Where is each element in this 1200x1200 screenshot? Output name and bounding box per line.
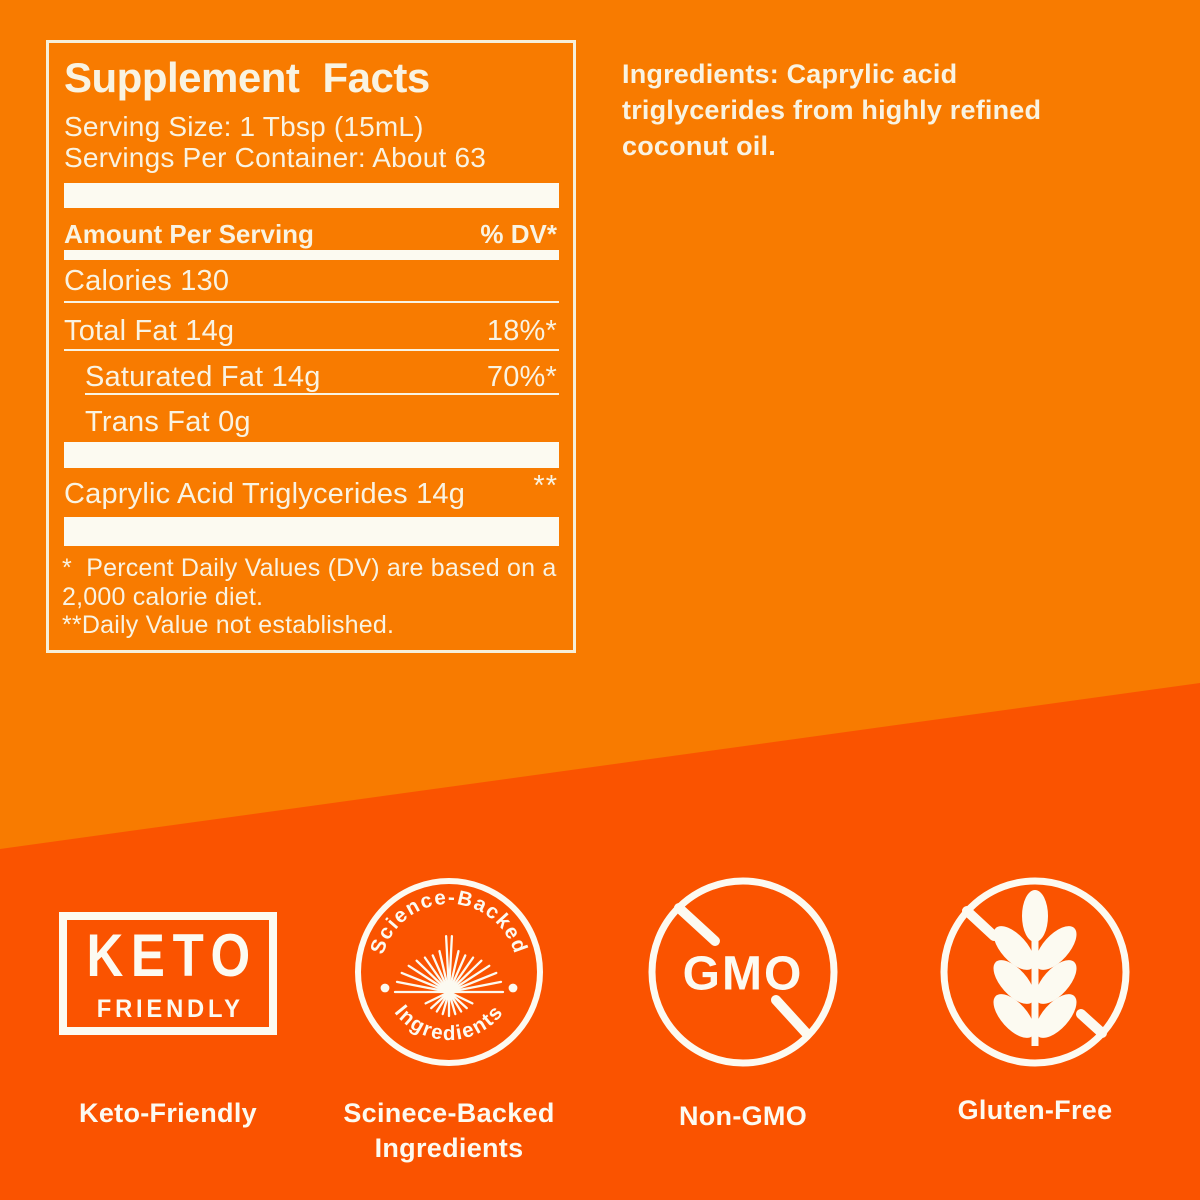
keto-badge-word2: FRIENDLY [96, 994, 244, 1023]
footnote-line: **Daily Value not established. [62, 611, 395, 639]
gluten-free-badge-icon [940, 877, 1130, 1067]
caprylic-label: Caprylic Acid Triglycerides 14g [64, 478, 466, 510]
calories-row: Calories 130 [64, 265, 557, 297]
badge-ring [940, 877, 1130, 1067]
footnotes: * Percent Daily Values (DV) are based on… [62, 554, 557, 640]
arc-dot-left [380, 983, 390, 993]
science-caption-line1: Scinece-Backed [343, 1098, 555, 1128]
non-gmo-caption: Non-GMO [678, 1101, 808, 1131]
wheat-icon [993, 890, 1077, 1046]
keto-friendly-badge: KETO FRIENDLY [59, 912, 277, 1035]
caprylic-daggers: ** [533, 470, 558, 502]
servings-per-container-text: Servings Per Container: About 63 [64, 142, 486, 173]
thin-rule [64, 349, 559, 351]
divider-bar-thick [64, 183, 559, 208]
caprylic-row: Caprylic Acid Triglycerides 14g [64, 478, 557, 510]
trans-fat-row: Trans Fat 0g [85, 406, 557, 438]
keto-badge-word: KETO [86, 921, 258, 989]
science-backed-badge-icon: Science-Backed Ingredients [355, 878, 543, 1066]
amount-per-serving-row: Amount Per Serving % DV* [64, 218, 557, 250]
total-fat-dv: 18%* [486, 315, 557, 347]
panel-title: Supplement Facts [64, 54, 430, 101]
total-fat-row: Total Fat 14g 18%* [64, 315, 557, 347]
trans-fat-label: Trans Fat 0g [85, 406, 251, 438]
divider-bar-thick [64, 517, 559, 546]
divider-bar-medium [64, 250, 559, 260]
badge-ring [648, 877, 838, 1067]
ingredients-text: Ingredients: Caprylic acid triglycerides… [622, 59, 1042, 161]
science-caption-line2: Ingredients [374, 1133, 524, 1163]
calories-label: Calories 130 [64, 265, 230, 297]
keto-caption: Keto-Friendly [79, 1098, 257, 1128]
footnote-line: * Percent Daily Values (DV) are based on… [62, 554, 557, 582]
slash-icon [674, 903, 812, 1039]
amount-per-serving-label: Amount Per Serving [64, 219, 314, 249]
footnote-line: 2,000 calorie diet. [62, 582, 264, 611]
thin-rule [85, 393, 559, 395]
science-caption: Scinece-Backed Ingredients [343, 1096, 554, 1166]
percent-dv-header: % DV* [480, 219, 557, 249]
saturated-fat-dv: 70%* [486, 361, 557, 393]
non-gmo-badge-icon: GMO [648, 877, 838, 1067]
arc-dot-right [508, 983, 518, 993]
badge-ring [355, 878, 543, 1066]
supplement-facts-panel: Supplement Facts Serving Size: 1 Tbsp (1… [46, 40, 576, 653]
gmo-text: GMO [683, 948, 804, 1001]
starburst-icon [393, 934, 505, 1018]
saturated-fat-row: Saturated Fat 14g 70%* [85, 361, 557, 393]
total-fat-label: Total Fat 14g [64, 315, 235, 347]
arc-text-top: Science-Backed [366, 886, 532, 957]
divider-bar-thick [64, 442, 559, 468]
serving-size-text: Serving Size: 1 Tbsp (15mL) [64, 111, 424, 142]
slash-icon [962, 906, 1107, 1038]
saturated-fat-label: Saturated Fat 14g [85, 361, 321, 393]
thin-rule [64, 301, 559, 303]
gluten-free-caption: Gluten-Free [957, 1095, 1113, 1125]
